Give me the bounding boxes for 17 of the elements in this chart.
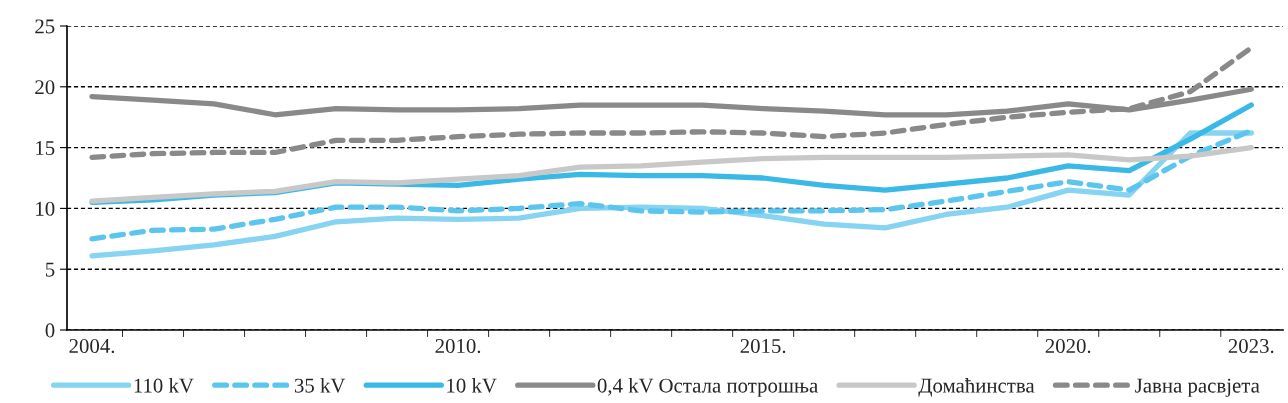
- x-tick-label: 2023.: [1228, 338, 1274, 354]
- y-tick-label: 15: [36, 141, 55, 156]
- x-tick-label: 2010.: [435, 338, 481, 354]
- y-tick-label: 20: [35, 80, 55, 95]
- legend-label: 110 kV: [134, 377, 194, 393]
- y-tick-label: 10: [36, 201, 55, 216]
- x-tick-label: 2004.: [69, 338, 115, 354]
- x-tick-label: 2015.: [740, 338, 786, 354]
- legend-label: Јавна расвјета: [1135, 378, 1260, 397]
- x-tick-label: 2020.: [1045, 338, 1091, 354]
- y-tick-label: 0: [45, 323, 55, 338]
- legend-label: Домаћинства: [918, 377, 1035, 397]
- y-tick-label: 25: [35, 19, 55, 34]
- legend-label: 35 kV: [294, 377, 346, 393]
- y-tick-label: 5: [45, 262, 55, 277]
- legend-label: 0,4 kV Остала потрошња: [597, 377, 818, 397]
- legend-label: 10 kV: [447, 377, 497, 393]
